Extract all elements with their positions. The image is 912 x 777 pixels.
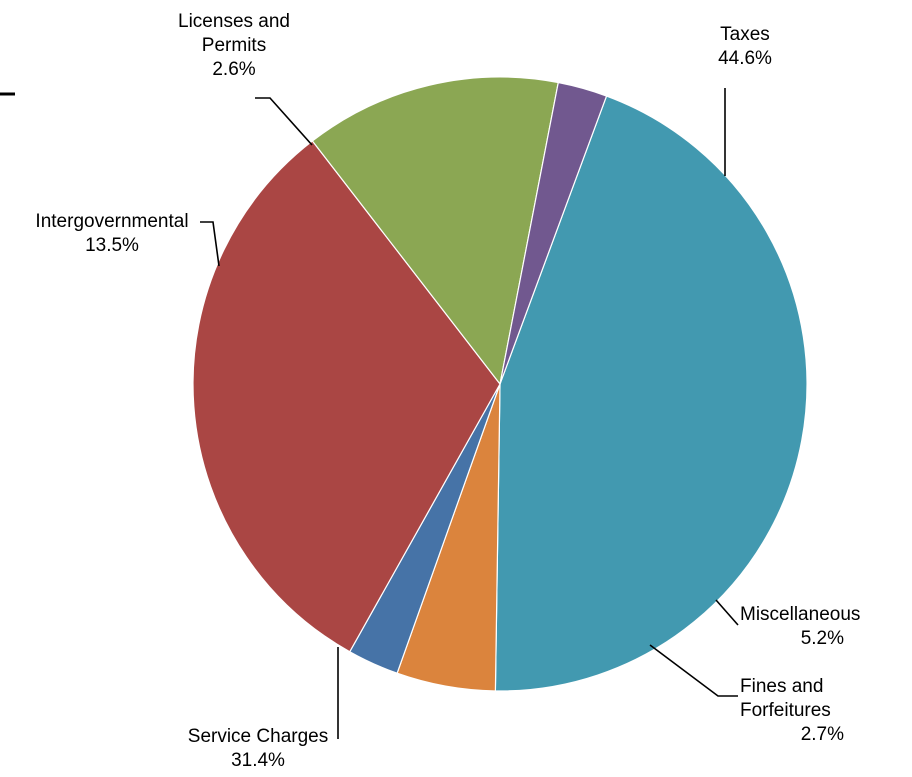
slice-name: Forfeitures [740,700,831,721]
pie-slice-service-charges [192,140,501,653]
slice-label: Intergovernmental 13.5% [35,211,188,256]
slice-label: Miscellaneous 5.2% [740,604,860,649]
pie-slice-licenses-and-permits [499,81,608,385]
slice-name: Miscellaneous [740,604,860,625]
slice-label: Service Charges 31.4% [188,726,328,771]
slice-name: Service Charges [188,726,328,747]
pie-slice-intergovernmental [311,76,559,386]
slice-name: Permits [202,35,266,56]
slice-name: Fines and [740,676,823,697]
slice-percent: 31.4% [231,750,285,771]
leader-line [715,599,739,626]
leader-lines [200,88,739,739]
slice-percent: 5.2% [801,628,844,649]
slice-percent: 13.5% [85,235,139,256]
slice-label: Fines and Forfeitures 2.7% [740,676,844,745]
pie-slice-taxes [494,95,808,692]
slice-name: Licenses and [178,11,290,32]
slice-label: Licenses and Permits 2.6% [178,11,290,80]
slice-percent: 2.7% [801,724,844,745]
slice-labels: Taxes 44.6% Miscellaneous 5.2% Fines and Forf… [35,11,860,771]
leader-line [255,97,313,146]
pie-slices [192,76,808,692]
slice-percent: 2.6% [212,59,255,80]
slice-name: Taxes [720,24,770,45]
leader-line [200,221,220,267]
leader-line [649,644,738,697]
slice-label: Taxes 44.6% [718,24,772,69]
slice-percent: 44.6% [718,48,772,69]
slice-name: Intergovernmental [35,211,188,232]
